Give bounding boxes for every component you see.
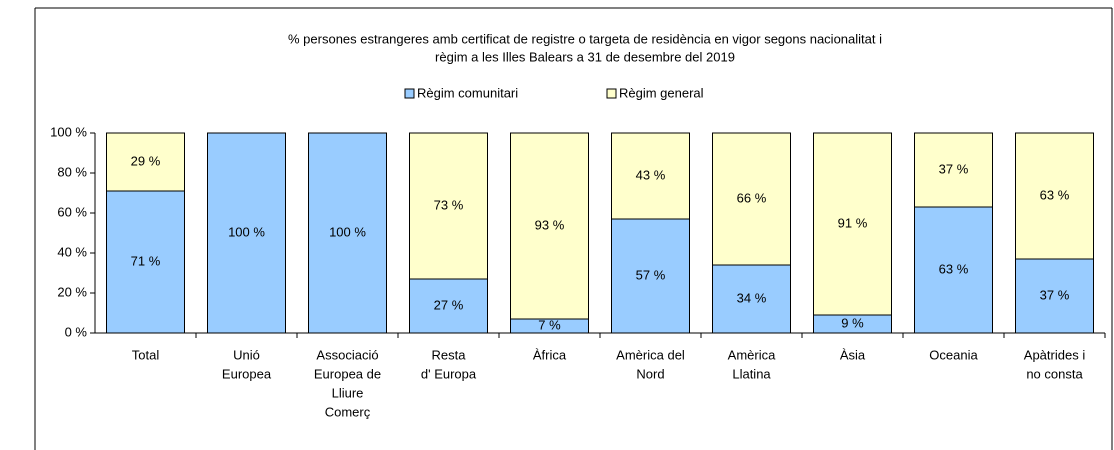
y-tick-label: 80 %: [57, 164, 87, 179]
value-label: 63 %: [939, 261, 969, 276]
value-label: 9 %: [841, 315, 864, 330]
bar-segment: [106, 190, 185, 334]
x-tick-label: Lliure: [332, 385, 364, 400]
bar-segment: [914, 206, 993, 334]
y-tick-label: 100 %: [50, 124, 87, 139]
legend-swatch: [606, 88, 617, 99]
bar-segment: [611, 218, 690, 334]
x-tick-label: Nord: [636, 366, 664, 381]
y-tick-label: 0 %: [65, 324, 88, 339]
x-tick-label: Àsia: [840, 347, 866, 362]
value-label: 29 %: [131, 153, 161, 168]
bar-segment: [611, 132, 690, 220]
x-tick-label: Resta: [432, 347, 467, 362]
x-tick-label: no consta: [1026, 366, 1083, 381]
x-tick-label: Europea: [222, 366, 272, 381]
bar-segment: [712, 132, 791, 266]
x-tick-label: Europea de: [314, 366, 381, 381]
x-tick-label: Associació: [316, 347, 378, 362]
x-tick-label: Àfrica: [533, 347, 567, 362]
value-label: 66 %: [737, 190, 767, 205]
y-tick-label: 20 %: [57, 284, 87, 299]
value-label: 93 %: [535, 217, 565, 232]
value-label: 71 %: [131, 253, 161, 268]
x-tick-label: Llatina: [732, 366, 771, 381]
value-label: 27 %: [434, 297, 464, 312]
value-label: 73 %: [434, 197, 464, 212]
x-tick-label: Amèrica: [728, 347, 776, 362]
bar-segment: [510, 132, 589, 320]
bar-segment: [712, 264, 791, 334]
chart-title: règim a les Illes Balears a 31 de desemb…: [435, 49, 735, 64]
bar-segment: [106, 132, 185, 192]
value-label: 57 %: [636, 267, 666, 282]
bar-segment: [409, 278, 488, 334]
value-label: 91 %: [838, 215, 868, 230]
bar-segment: [914, 132, 993, 208]
legend-swatch: [404, 88, 415, 99]
value-label: 63 %: [1040, 187, 1070, 202]
value-label: 7 %: [538, 317, 561, 332]
x-tick-label: Amèrica del: [616, 347, 685, 362]
value-label: 100 %: [329, 224, 366, 239]
value-label: 37 %: [939, 161, 969, 176]
x-tick-label: d' Europa: [421, 366, 477, 381]
bar-segment: [409, 132, 488, 280]
x-tick-label: Total: [132, 347, 160, 362]
legend-label: Règim comunitari: [417, 85, 518, 100]
chart-title: % persones estrangeres amb certificat de…: [288, 31, 882, 46]
y-tick-label: 40 %: [57, 244, 87, 259]
x-tick-label: Oceania: [929, 347, 978, 362]
x-tick-label: Comerç: [325, 404, 371, 419]
value-label: 43 %: [636, 167, 666, 182]
value-label: 34 %: [737, 290, 767, 305]
x-tick-label: Apàtrides i: [1024, 347, 1086, 362]
legend-label: Règim general: [619, 85, 704, 100]
bar-segment: [207, 132, 286, 334]
y-tick-label: 60 %: [57, 204, 87, 219]
x-tick-label: Unió: [233, 347, 260, 362]
bar-segment: [813, 132, 892, 316]
value-label: 100 %: [228, 224, 265, 239]
value-label: 37 %: [1040, 287, 1070, 302]
bar-segment: [1015, 132, 1094, 260]
bar-segment: [1015, 258, 1094, 334]
